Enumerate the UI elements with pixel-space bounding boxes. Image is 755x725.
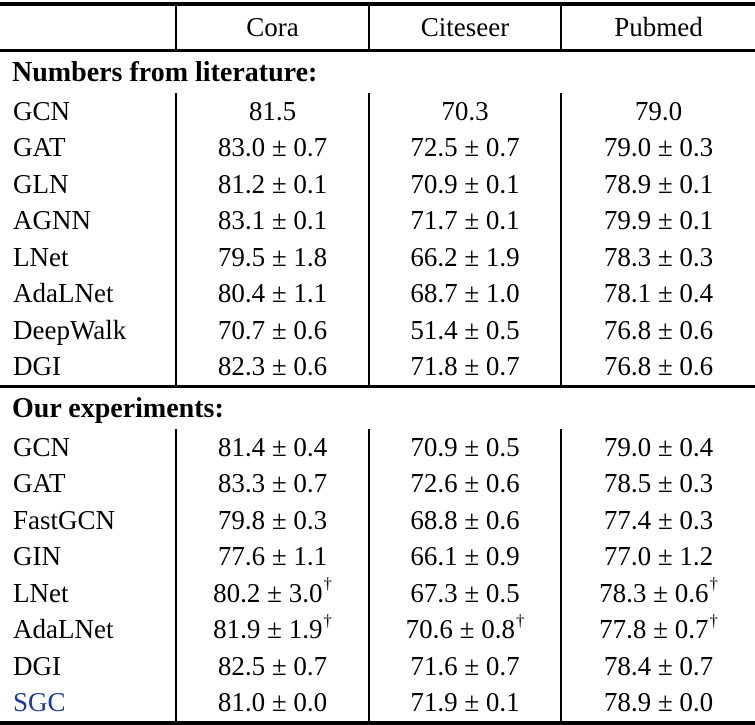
score-cell: 78.3 ± 0.6 † xyxy=(560,575,755,612)
score-cell: 77.0 ± 1.2 xyxy=(560,538,755,575)
model-label: FastGCN xyxy=(13,504,116,535)
score-cell: 77.4 ± 0.3 xyxy=(560,502,755,539)
model-label: GCN xyxy=(13,431,71,462)
score-cell: 81.4 ± 0.4 xyxy=(175,429,368,466)
score-cell: 67.3 ± 0.5 xyxy=(368,575,560,612)
score-cell: 71.8 ± 0.7 xyxy=(368,348,560,385)
score-cell: 78.9 ± 0.1 xyxy=(560,166,755,203)
model-label: LNet xyxy=(13,241,69,272)
table-row: GCN 81.4 ± 0.4 70.9 ± 0.5 79.0 ± 0.4 xyxy=(0,429,755,466)
model-label: GAT xyxy=(13,132,66,163)
top-rule xyxy=(0,2,755,6)
table-row: AGNN 83.1 ± 0.1 71.7 ± 0.1 79.9 ± 0.1 xyxy=(0,202,755,239)
model-label: GAT xyxy=(13,468,66,499)
table-row: DGI 82.3 ± 0.6 71.8 ± 0.7 76.8 ± 0.6 xyxy=(0,348,755,385)
column-header-citeseer: Citeseer xyxy=(368,6,560,49)
table-row: GCN 81.5 70.3 79.0 xyxy=(0,93,755,130)
score-cell: 79.0 ± 0.3 xyxy=(560,129,755,166)
table-row: GLN 81.2 ± 0.1 70.9 ± 0.1 78.9 ± 0.1 xyxy=(0,166,755,203)
score-cell: 79.9 ± 0.1 xyxy=(560,202,755,239)
score-cell: 81.0 ± 0.0 xyxy=(175,684,368,721)
model-label: GIN xyxy=(13,541,61,572)
score-cell: 77.6 ± 1.1 xyxy=(175,538,368,575)
score-cell: 78.9 ± 0.0 xyxy=(560,684,755,721)
score-cell: 82.3 ± 0.6 xyxy=(175,348,368,385)
score-cell: 81.9 ± 1.9 † xyxy=(175,611,368,648)
score-cell: 66.2 ± 1.9 xyxy=(368,239,560,276)
model-label: AdaLNet xyxy=(13,614,114,645)
score-cell: 80.2 ± 3.0 † xyxy=(175,575,368,612)
score-cell: 79.0 xyxy=(560,93,755,130)
score-cell: 81.2 ± 0.1 xyxy=(175,166,368,203)
score-cell: 71.6 ± 0.7 xyxy=(368,648,560,685)
score-cell: 79.5 ± 1.8 xyxy=(175,239,368,276)
score-cell: 66.1 ± 0.9 xyxy=(368,538,560,575)
score-cell: 80.4 ± 1.1 xyxy=(175,275,368,312)
table-row: AdaLNet 80.4 ± 1.1 68.7 ± 1.0 78.1 ± 0.4 xyxy=(0,275,755,312)
header-rule xyxy=(0,49,755,52)
table-header-row: Cora Citeseer Pubmed xyxy=(0,6,755,49)
table-row: GAT 83.0 ± 0.7 72.5 ± 0.7 79.0 ± 0.3 xyxy=(0,129,755,166)
model-label: DeepWalk xyxy=(13,314,127,345)
table-row: GAT 83.3 ± 0.7 72.6 ± 0.6 78.5 ± 0.3 xyxy=(0,465,755,502)
table-row: GIN 77.6 ± 1.1 66.1 ± 0.9 77.0 ± 1.2 xyxy=(0,538,755,575)
score-cell: 78.1 ± 0.4 xyxy=(560,275,755,312)
score-cell: 71.7 ± 0.1 xyxy=(368,202,560,239)
score-cell: 70.7 ± 0.6 xyxy=(175,312,368,349)
score-cell: 68.8 ± 0.6 xyxy=(368,502,560,539)
table-row: LNet 80.2 ± 3.0 † 67.3 ± 0.5 78.3 ± 0.6 † xyxy=(0,575,755,612)
model-label: LNet xyxy=(13,577,69,608)
score-cell: 83.3 ± 0.7 xyxy=(175,465,368,502)
score-cell: 79.0 ± 0.4 xyxy=(560,429,755,466)
bottom-rule xyxy=(0,721,755,725)
score-cell: 76.8 ± 0.6 xyxy=(560,312,755,349)
section-title: Numbers from literature: xyxy=(12,56,318,88)
score-cell: 70.6 ± 0.8 † xyxy=(368,611,560,648)
model-label: GCN xyxy=(13,95,71,126)
model-label: AGNN xyxy=(13,205,91,236)
section-divider-rule xyxy=(0,385,755,388)
table-row: DeepWalk 70.7 ± 0.6 51.4 ± 0.5 76.8 ± 0.6 xyxy=(0,312,755,349)
table-row: DGI 82.5 ± 0.7 71.6 ± 0.7 78.4 ± 0.7 xyxy=(0,648,755,685)
column-header-empty xyxy=(0,6,175,49)
column-header-pubmed: Pubmed xyxy=(560,6,755,49)
score-cell: 72.5 ± 0.7 xyxy=(368,129,560,166)
score-cell: 70.9 ± 0.1 xyxy=(368,166,560,203)
score-cell: 76.8 ± 0.6 xyxy=(560,348,755,385)
column-header-cora: Cora xyxy=(175,6,368,49)
score-cell: 83.1 ± 0.1 xyxy=(175,202,368,239)
model-label: DGI xyxy=(13,351,61,382)
score-cell: 81.5 xyxy=(175,93,368,130)
table-body: Numbers from literature: GCN 81.5 70.3 79.0 G… xyxy=(0,52,755,721)
score-cell: 82.5 ± 0.7 xyxy=(175,648,368,685)
score-cell: 70.3 xyxy=(368,93,560,130)
score-cell: 79.8 ± 0.3 xyxy=(175,502,368,539)
score-cell: 51.4 ± 0.5 xyxy=(368,312,560,349)
score-cell: 78.5 ± 0.3 xyxy=(560,465,755,502)
score-cell: 77.8 ± 0.7 † xyxy=(560,611,755,648)
section-title: Our experiments: xyxy=(12,392,224,424)
table-row: LNet 79.5 ± 1.8 66.2 ± 1.9 78.3 ± 0.3 xyxy=(0,239,755,276)
score-cell: 71.9 ± 0.1 xyxy=(368,684,560,721)
score-cell: 68.7 ± 1.0 xyxy=(368,275,560,312)
model-label: AdaLNet xyxy=(13,278,114,309)
model-label: DGI xyxy=(13,650,61,681)
score-cell: 72.6 ± 0.6 xyxy=(368,465,560,502)
score-cell: 70.9 ± 0.5 xyxy=(368,429,560,466)
score-cell: 83.0 ± 0.7 xyxy=(175,129,368,166)
table-row: AdaLNet 81.9 ± 1.9 † 70.6 ± 0.8 † 77.8 ± 0.7 † xyxy=(0,611,755,648)
score-cell: 78.3 ± 0.3 xyxy=(560,239,755,276)
score-cell: 78.4 ± 0.7 xyxy=(560,648,755,685)
table-row: FastGCN 79.8 ± 0.3 68.8 ± 0.6 77.4 ± 0.3 xyxy=(0,502,755,539)
model-label: SGC xyxy=(13,687,66,718)
model-label: GLN xyxy=(13,168,69,199)
table-row: SGC 81.0 ± 0.0 71.9 ± 0.1 78.9 ± 0.0 xyxy=(0,684,755,721)
